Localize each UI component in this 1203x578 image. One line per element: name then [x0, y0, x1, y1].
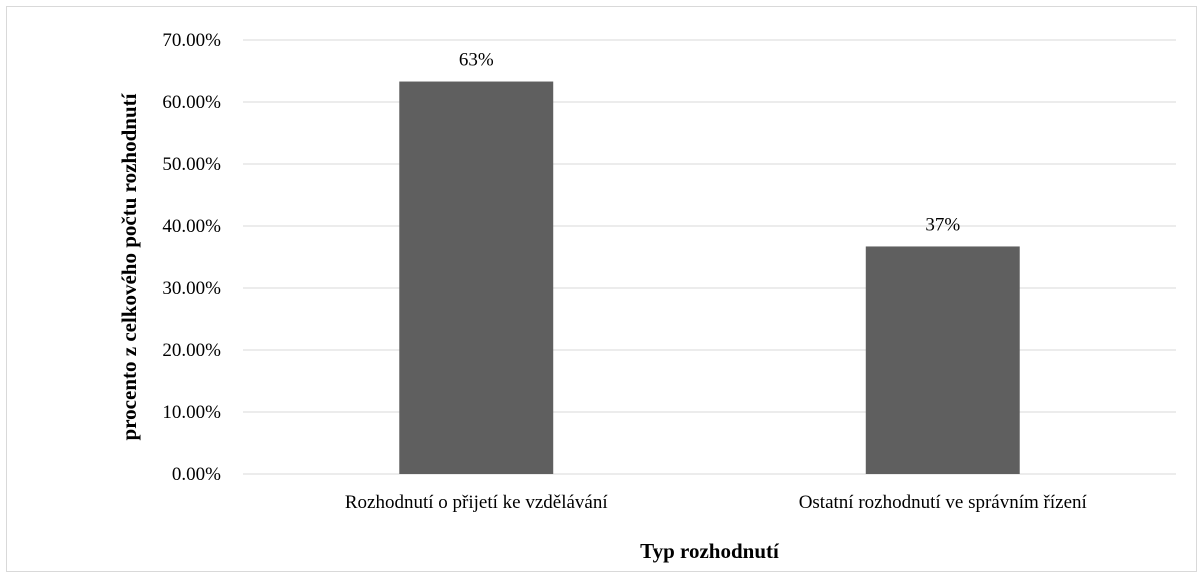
x-tick-label: Ostatní rozhodnutí ve správním řízení [799, 492, 1088, 513]
bar [865, 246, 1020, 474]
x-tick-label: Rozhodnutí o přijetí ke vzdělávání [345, 492, 608, 513]
y-tick-label: 10.00% [162, 402, 221, 423]
y-tick-label: 40.00% [162, 216, 221, 237]
y-tick-label: 70.00% [162, 30, 221, 51]
y-tick-label: 20.00% [162, 340, 221, 361]
y-tick-label: 0.00% [172, 464, 221, 485]
data-label: 63% [459, 50, 494, 71]
x-tick-labels: Rozhodnutí o přijetí ke vzdělávání Ostatn… [345, 492, 1088, 513]
data-labels: 63% 37% [459, 50, 961, 236]
bar [399, 81, 554, 474]
y-tick-labels: 0.00% 10.00% 20.00% 30.00% 40.00% 50.00% 60.00… [162, 30, 221, 485]
y-tick-label: 50.00% [162, 154, 221, 175]
y-axis-title: procento z celkového počtu rozhodnutí [117, 92, 141, 440]
y-tick-label: 60.00% [162, 92, 221, 113]
x-axis-title: Typ rozhodnutí [640, 539, 780, 563]
data-label: 37% [925, 214, 960, 235]
bars [399, 81, 1020, 474]
gridlines [243, 39, 1176, 475]
y-tick-label: 30.00% [162, 278, 221, 299]
